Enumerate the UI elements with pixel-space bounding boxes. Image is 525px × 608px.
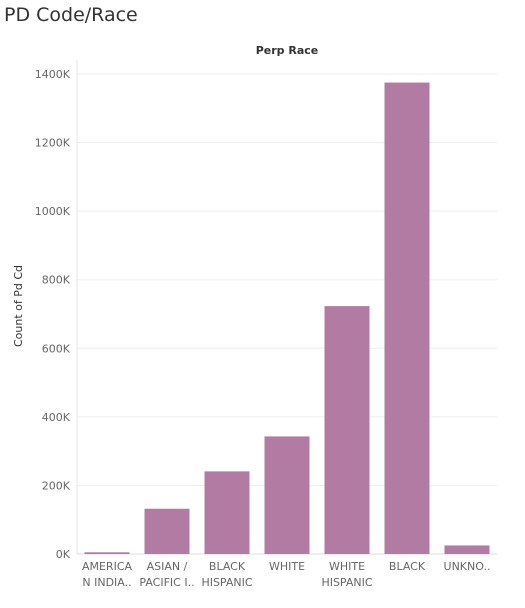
y-axis-label: Count of Pd Cd (12, 265, 25, 347)
bars (84, 82, 490, 555)
y-tick-label: 1400K (35, 68, 71, 81)
bar[interactable] (144, 508, 190, 554)
bar[interactable] (264, 436, 310, 554)
y-tick-label: 1200K (35, 137, 71, 150)
bar[interactable] (324, 306, 370, 554)
x-tick-label: AMERICA (82, 560, 133, 573)
y-tick-label: 0K (56, 548, 71, 561)
y-tick-label: 600K (42, 342, 71, 355)
y-tick-label: 1000K (35, 205, 71, 218)
bar[interactable] (444, 545, 490, 554)
bar[interactable] (204, 471, 250, 554)
x-tick-label: ASIAN / (147, 560, 188, 573)
y-tick-label: 800K (42, 274, 71, 287)
x-tick-label: HISPANIC (321, 576, 372, 589)
y-tick-label: 200K (42, 479, 71, 492)
x-tick-label: HISPANIC (201, 576, 252, 589)
x-tick-label: N INDIA.. (82, 576, 131, 589)
bar[interactable] (84, 552, 130, 554)
x-tick-label: BLACK (389, 560, 426, 573)
x-tick-label: PACIFIC I.. (139, 576, 194, 589)
x-tick-label: WHITE (329, 560, 365, 573)
y-axis-ticks: 0K 200K 400K 600K 800K 1000K 1200K 1400K (35, 68, 71, 561)
page-title: PD Code/Race (4, 4, 138, 26)
chart-header: Perp Race (256, 44, 319, 57)
y-tick-label: 400K (42, 411, 71, 424)
x-tick-label: WHITE (269, 560, 305, 573)
x-tick-label: UNKNO.. (444, 560, 491, 573)
x-tick-label: BLACK (209, 560, 246, 573)
bar[interactable] (384, 82, 430, 555)
x-axis-ticks: AMERICA N INDIA.. ASIAN / PACIFIC I.. BLACK H… (82, 560, 491, 589)
